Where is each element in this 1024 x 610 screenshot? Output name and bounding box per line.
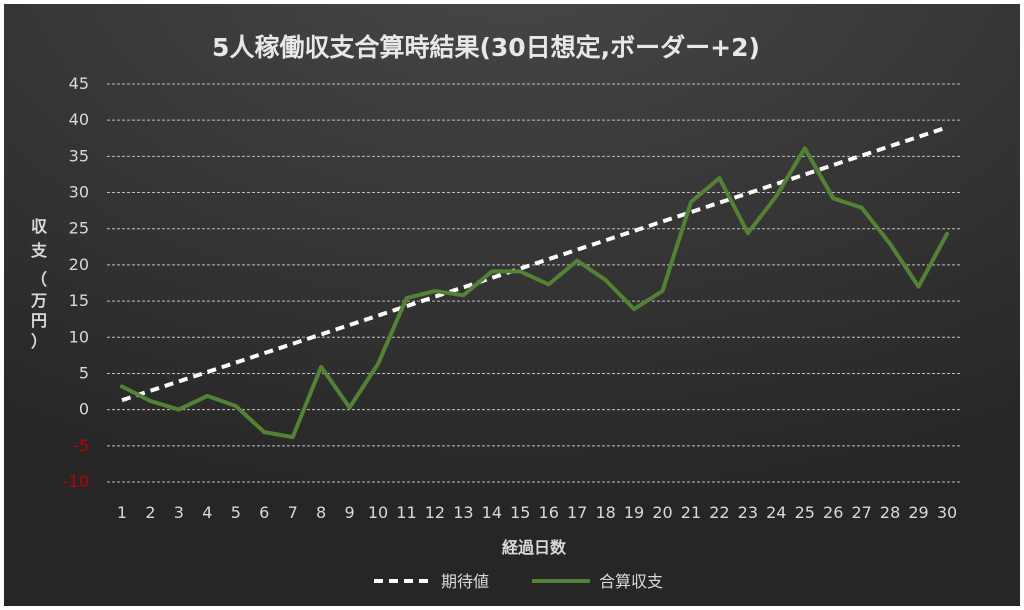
- x-tick-label: 13: [453, 503, 473, 522]
- legend: 期待値 合算収支: [374, 572, 663, 591]
- y-tick-label: 15: [69, 291, 89, 310]
- x-tick-label: 7: [288, 503, 298, 522]
- y-axis-label-char: 収: [31, 217, 48, 236]
- x-axis-ticks: 1 2 3 4 5 6 7 8 9 10 11 12 13 14 15 16 17 18 19 20 21 22 23 24 2…: [117, 503, 957, 522]
- x-tick-label: 2: [145, 503, 155, 522]
- x-tick-label: 15: [510, 503, 530, 522]
- x-tick-label: 11: [396, 503, 416, 522]
- y-tick-label: 30: [69, 183, 89, 202]
- y-tick-label: 35: [69, 146, 89, 165]
- x-tick-label: 24: [766, 503, 786, 522]
- y-tick-label: -5: [73, 436, 89, 455]
- y-tick-label: 20: [69, 255, 89, 274]
- x-tick-label: 4: [202, 503, 212, 522]
- x-tick-label: 20: [652, 503, 672, 522]
- x-tick-label: 3: [174, 503, 184, 522]
- y-axis-label-char: 万: [30, 291, 47, 310]
- gridlines: [107, 83, 962, 483]
- x-tick-label: 12: [425, 503, 445, 522]
- y-axis-label-char: 支: [30, 241, 48, 260]
- y-tick-label: 5: [79, 363, 89, 382]
- legend-label: 合算収支: [599, 572, 663, 591]
- x-tick-label: 25: [795, 503, 815, 522]
- x-tick-label: 19: [624, 503, 644, 522]
- x-tick-label: 6: [259, 503, 269, 522]
- x-tick-label: 14: [482, 503, 502, 522]
- x-tick-label: 5: [231, 503, 241, 522]
- y-axis-label-char: （: [31, 270, 47, 289]
- y-axis-label-char: 円: [31, 311, 47, 330]
- y-axis-label: 収支 （ 万円 ）: [30, 217, 48, 351]
- x-tick-label: 17: [567, 503, 587, 522]
- chart-title: 5人稼働収支合算時結果(30日想定,ボーダー+2): [212, 33, 760, 62]
- x-tick-label: 30: [937, 503, 957, 522]
- x-tick-label: 1: [117, 503, 127, 522]
- expected-value-series-line: [121, 125, 948, 403]
- y-tick-label: 10: [69, 327, 89, 346]
- series-lines: [120, 125, 949, 440]
- y-tick-label: 40: [69, 110, 89, 129]
- x-tick-label: 9: [344, 503, 354, 522]
- x-tick-label: 18: [595, 503, 615, 522]
- x-axis-label: 経過日数: [502, 538, 567, 557]
- x-tick-label: 29: [908, 503, 928, 522]
- y-tick-label: 25: [69, 219, 89, 238]
- x-tick-label: 27: [851, 503, 871, 522]
- y-axis-label-char: ）: [31, 332, 47, 351]
- y-axis-ticks: -10 -5 0 5 10 15 20 25 30 35 40 45: [63, 74, 89, 491]
- x-tick-label: 21: [681, 503, 701, 522]
- x-tick-label: 22: [709, 503, 729, 522]
- x-tick-label: 10: [368, 503, 388, 522]
- y-tick-label: 0: [79, 400, 89, 419]
- chart-background: [4, 4, 1020, 606]
- x-tick-label: 28: [880, 503, 900, 522]
- combined-balance-series-line: [120, 146, 949, 440]
- x-tick-label: 8: [316, 503, 326, 522]
- x-tick-label: 23: [738, 503, 758, 522]
- y-tick-label: -10: [63, 472, 89, 491]
- x-tick-label: 26: [823, 503, 843, 522]
- legend-label: 期待値: [441, 572, 489, 591]
- x-tick-label: 16: [539, 503, 559, 522]
- y-tick-label: 45: [69, 74, 89, 93]
